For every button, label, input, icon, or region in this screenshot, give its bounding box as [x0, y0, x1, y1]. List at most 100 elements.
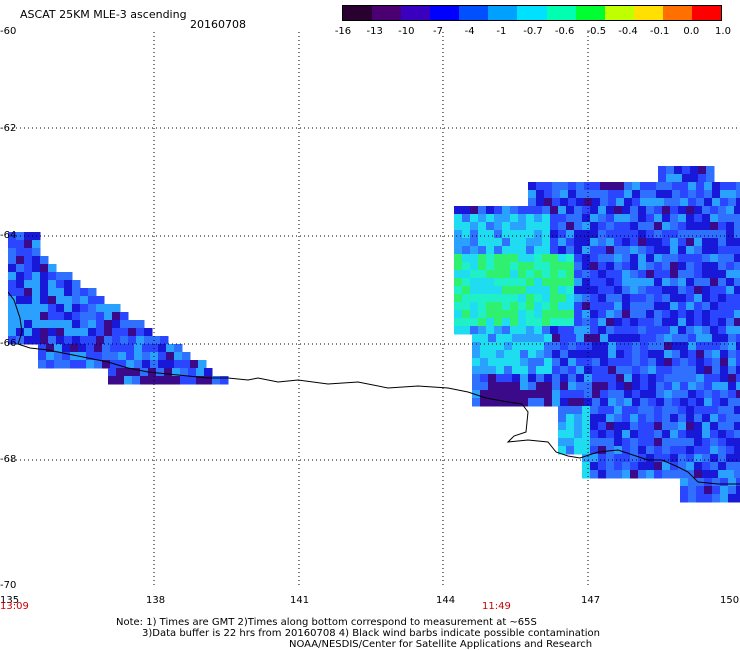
- lat-label: -66: [0, 338, 17, 349]
- wind-cell: [598, 278, 607, 287]
- wind-cell: [662, 430, 671, 439]
- wind-cell: [576, 334, 585, 343]
- wind-cell: [144, 328, 153, 337]
- wind-cell: [670, 238, 679, 247]
- wind-cell: [72, 320, 81, 329]
- wind-cell: [70, 344, 79, 353]
- wind-cell: [664, 198, 673, 207]
- wind-cell: [24, 328, 33, 337]
- wind-cell: [696, 342, 705, 351]
- wind-cell: [712, 390, 721, 399]
- wind-cell: [560, 382, 569, 391]
- wind-cell: [658, 174, 667, 183]
- wind-cell: [536, 334, 545, 343]
- wind-cell: [478, 214, 487, 223]
- wind-cell: [646, 294, 655, 303]
- wind-cell: [638, 222, 647, 231]
- wind-cell: [702, 454, 711, 463]
- wind-cell: [542, 318, 551, 327]
- wind-cell: [664, 382, 673, 391]
- wind-cell: [662, 238, 671, 247]
- wind-cell: [582, 310, 591, 319]
- wind-cell: [616, 382, 625, 391]
- wind-cell: [518, 222, 527, 231]
- wind-cell: [670, 262, 679, 271]
- wind-cell: [454, 246, 463, 255]
- wind-cell: [54, 352, 63, 361]
- wind-cell: [72, 328, 81, 337]
- wind-cell: [502, 270, 511, 279]
- wind-cell: [454, 238, 463, 247]
- wind-cell: [496, 390, 505, 399]
- wind-cell: [502, 238, 511, 247]
- wind-cell: [62, 360, 71, 369]
- wind-cell: [678, 406, 687, 415]
- wind-cell: [40, 264, 49, 273]
- wind-cell: [664, 374, 673, 383]
- wind-cell: [718, 270, 727, 279]
- colorbar: [342, 5, 722, 21]
- wind-cell: [120, 328, 129, 337]
- wind-cell: [678, 430, 687, 439]
- wind-cell: [680, 182, 689, 191]
- wind-cell: [542, 294, 551, 303]
- wind-cell: [124, 376, 133, 385]
- wind-cell: [140, 368, 149, 377]
- wind-cell: [598, 262, 607, 271]
- lat-label: -62: [0, 123, 17, 134]
- lon-label: 144: [436, 595, 456, 606]
- wind-cell: [454, 318, 463, 327]
- wind-cell: [108, 368, 117, 377]
- wind-cell: [574, 326, 583, 335]
- wind-cell: [526, 278, 535, 287]
- wind-cell: [24, 320, 33, 329]
- wind-cell: [592, 398, 601, 407]
- wind-cell: [584, 190, 593, 199]
- wind-cell: [32, 280, 41, 289]
- wind-cell: [64, 272, 73, 281]
- wind-cell: [204, 368, 213, 377]
- wind-cell: [32, 336, 41, 345]
- wind-cell: [598, 238, 607, 247]
- wind-cell: [662, 462, 671, 471]
- wind-cell: [726, 414, 735, 423]
- wind-cell: [630, 246, 639, 255]
- wind-cell: [704, 494, 713, 503]
- wind-cell: [102, 344, 111, 353]
- wind-cell: [590, 270, 599, 279]
- wind-cell: [116, 376, 125, 385]
- wind-cell: [734, 414, 740, 423]
- wind-cell: [670, 326, 679, 335]
- wind-cell: [494, 326, 503, 335]
- wind-cell: [640, 342, 649, 351]
- wind-cell: [614, 294, 623, 303]
- wind-cell: [662, 206, 671, 215]
- wind-cell: [568, 342, 577, 351]
- wind-cell: [734, 406, 740, 415]
- wind-cell: [152, 336, 161, 345]
- wind-cell: [734, 286, 740, 295]
- wind-cell: [574, 438, 583, 447]
- wind-cell: [694, 254, 703, 263]
- wind-cell: [662, 470, 671, 479]
- wind-cell: [80, 288, 89, 297]
- wind-cell: [72, 304, 81, 313]
- wind-cell: [494, 310, 503, 319]
- wind-cell: [510, 270, 519, 279]
- wind-cell: [48, 264, 57, 273]
- wind-cell: [494, 294, 503, 303]
- wind-cell: [590, 230, 599, 239]
- wind-cell: [502, 286, 511, 295]
- wind-cell: [712, 398, 721, 407]
- wind-cell: [494, 230, 503, 239]
- wind-cell: [558, 406, 567, 415]
- wind-cell: [608, 358, 617, 367]
- wind-cell: [702, 318, 711, 327]
- wind-cell: [710, 430, 719, 439]
- wind-cell: [582, 318, 591, 327]
- wind-cell: [622, 206, 631, 215]
- wind-cell: [638, 422, 647, 431]
- wind-cell: [734, 294, 740, 303]
- wind-cell: [574, 262, 583, 271]
- wind-cell: [598, 318, 607, 327]
